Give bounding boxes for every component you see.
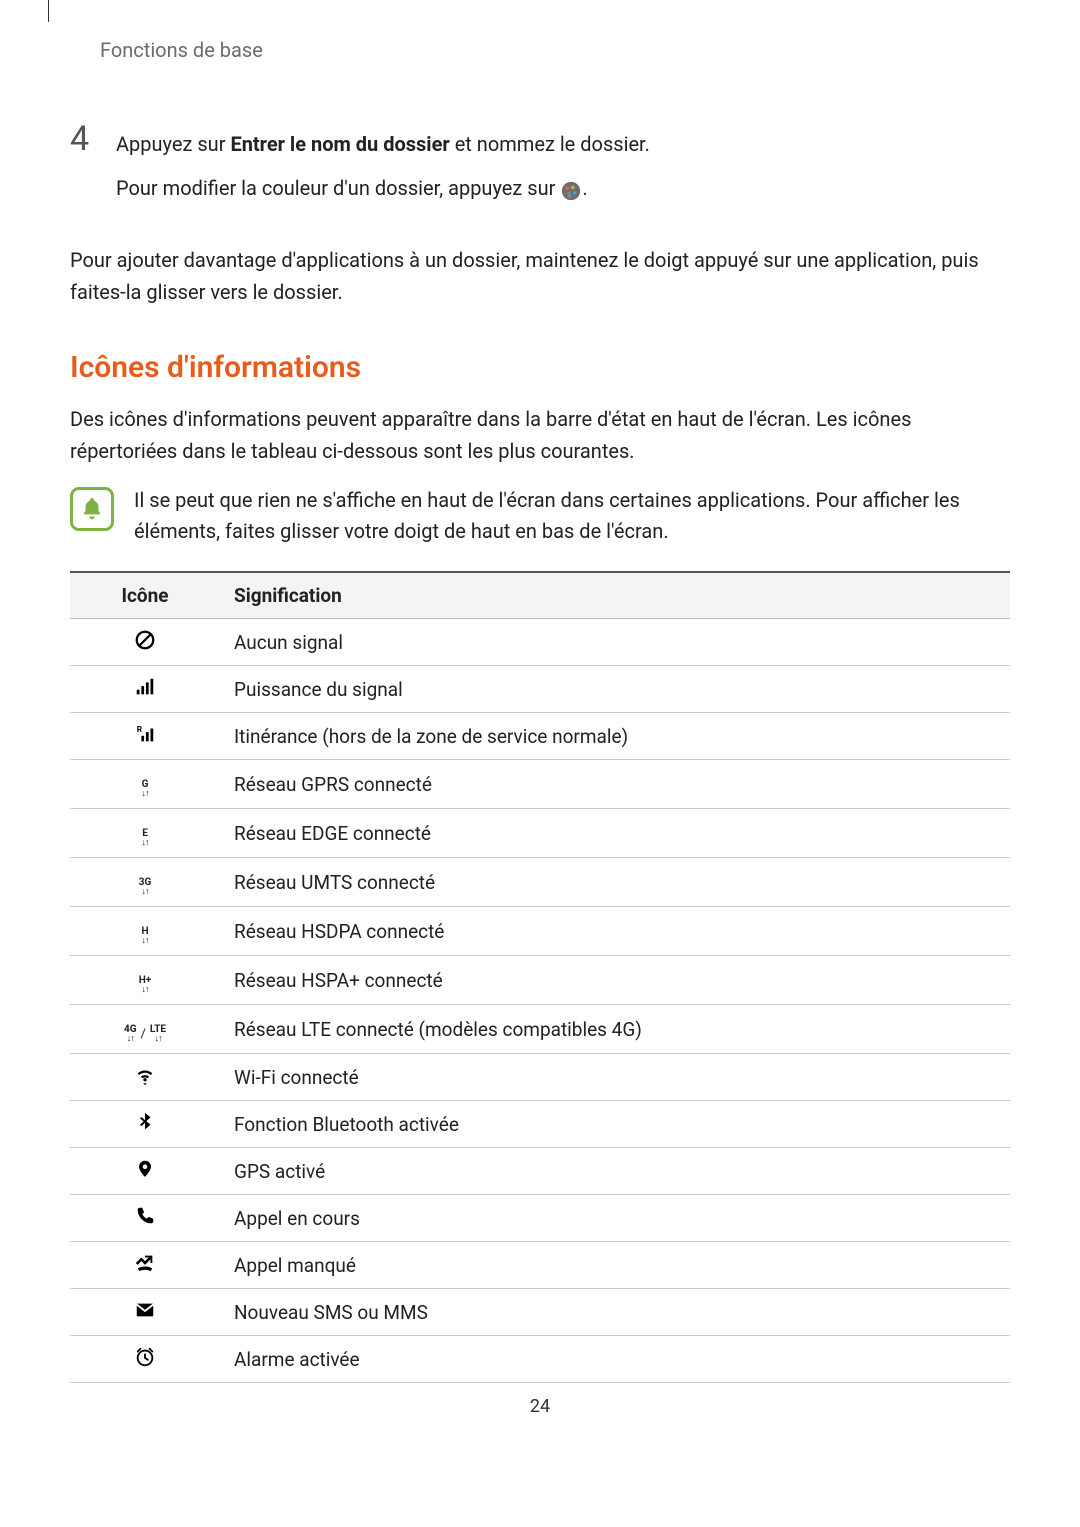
net-Hplus-icon: H+↓↑: [139, 976, 152, 995]
table-row: E↓↑ Réseau EDGE connecté: [70, 809, 1010, 858]
icon-cell: [70, 713, 220, 760]
table-row: Itinérance (hors de la zone de service n…: [70, 713, 1010, 760]
table-row: Appel en cours: [70, 1195, 1010, 1242]
no-signal-icon: [131, 628, 159, 652]
table-header-icon: Icône: [70, 572, 220, 619]
step-sub-prefix: Pour modifier la couleur d'un dossier, a…: [116, 176, 560, 200]
icon-cell: [70, 1054, 220, 1101]
meaning-cell: Alarme activée: [220, 1336, 1010, 1383]
page-tab-mark: [48, 0, 49, 22]
icon-cell: H+↓↑: [70, 956, 220, 1005]
table-row: H↓↑ Réseau HSDPA connecté: [70, 907, 1010, 956]
info-callout: Il se peut que rien ne s'affiche en haut…: [70, 485, 1010, 547]
table-row: H+↓↑ Réseau HSPA+ connecté: [70, 956, 1010, 1005]
icon-cell: [70, 1289, 220, 1336]
icon-cell: [70, 666, 220, 713]
icon-cell: H↓↑: [70, 907, 220, 956]
section-intro: Des icônes d'informations peuvent appara…: [70, 403, 1010, 467]
meaning-cell: Réseau HSPA+ connecté: [220, 956, 1010, 1005]
meaning-cell: Réseau HSDPA connecté: [220, 907, 1010, 956]
step-text-bold: Entrer le nom du dossier: [230, 132, 449, 156]
meaning-cell: Appel en cours: [220, 1195, 1010, 1242]
signal-bars-icon: [131, 675, 159, 699]
bell-icon: [70, 487, 114, 531]
meaning-cell: Réseau UMTS connecté: [220, 858, 1010, 907]
meaning-cell: Puissance du signal: [220, 666, 1010, 713]
meaning-cell: Réseau GPRS connecté: [220, 760, 1010, 809]
icon-cell: G↓↑: [70, 760, 220, 809]
icons-table: Icône Signification Aucun signalPuissanc…: [70, 571, 1010, 1383]
meaning-cell: Nouveau SMS ou MMS: [220, 1289, 1010, 1336]
breadcrumb: Fonctions de base: [100, 38, 1010, 62]
table-row: Wi-Fi connecté: [70, 1054, 1010, 1101]
meaning-cell: Fonction Bluetooth activée: [220, 1101, 1010, 1148]
table-row: 4G↓↑ / LTE↓↑ Réseau LTE connecté (modèles…: [70, 1005, 1010, 1054]
meaning-cell: Appel manqué: [220, 1242, 1010, 1289]
icon-cell: [70, 1148, 220, 1195]
alarm-icon: [131, 1345, 159, 1369]
table-row: Alarme activée: [70, 1336, 1010, 1383]
page-content: Fonctions de base 4 Appuyez sur Entrer l…: [0, 0, 1080, 1383]
page-number: 24: [0, 1396, 1080, 1417]
table-row: G↓↑ Réseau GPRS connecté: [70, 760, 1010, 809]
step-text-prefix: Appuyez sur: [116, 132, 230, 156]
wifi-icon: [131, 1063, 159, 1087]
table-row: Fonction Bluetooth activée: [70, 1101, 1010, 1148]
step-subinstruction: Pour modifier la couleur d'un dossier, a…: [116, 172, 1010, 204]
meaning-cell: Wi-Fi connecté: [220, 1054, 1010, 1101]
meaning-cell: Aucun signal: [220, 619, 1010, 666]
net-E-icon: E↓↑: [142, 829, 149, 848]
icon-cell: 4G↓↑ / LTE↓↑: [70, 1005, 220, 1054]
meaning-cell: Réseau EDGE connecté: [220, 809, 1010, 858]
icon-cell: [70, 1242, 220, 1289]
bluetooth-icon: [131, 1110, 159, 1134]
gps-icon: [131, 1157, 159, 1181]
net-H-icon: H↓↑: [141, 927, 148, 946]
table-row: GPS activé: [70, 1148, 1010, 1195]
callout-text: Il se peut que rien ne s'affiche en haut…: [134, 485, 1010, 547]
step-text-suffix: et nommez le dossier.: [450, 132, 650, 156]
meaning-cell: Itinérance (hors de la zone de service n…: [220, 713, 1010, 760]
table-row: Puissance du signal: [70, 666, 1010, 713]
paragraph-add-apps: Pour ajouter davantage d'applications à …: [70, 244, 1010, 308]
meaning-cell: GPS activé: [220, 1148, 1010, 1195]
icon-cell: [70, 619, 220, 666]
icon-cell: [70, 1336, 220, 1383]
table-header-meaning: Signification: [220, 572, 1010, 619]
missed-call-icon: [131, 1251, 159, 1275]
roaming-icon: [131, 722, 159, 746]
net-G-icon: G↓↑: [142, 780, 149, 799]
section-title-icons: Icônes d'informations: [70, 350, 1010, 385]
icon-cell: 3G↓↑: [70, 858, 220, 907]
step-body: Appuyez sur Entrer le nom du dossier et …: [116, 122, 1010, 204]
meaning-cell: Réseau LTE connecté (modèles compatibles…: [220, 1005, 1010, 1054]
table-row: Appel manqué: [70, 1242, 1010, 1289]
step-sub-suffix: .: [582, 176, 587, 200]
step-4: 4 Appuyez sur Entrer le nom du dossier e…: [70, 122, 1010, 204]
table-row: Aucun signal: [70, 619, 1010, 666]
table-row: 3G↓↑ Réseau UMTS connecté: [70, 858, 1010, 907]
icon-cell: E↓↑: [70, 809, 220, 858]
icon-cell: [70, 1195, 220, 1242]
palette-icon: [560, 179, 582, 201]
table-row: Nouveau SMS ou MMS: [70, 1289, 1010, 1336]
sms-icon: [131, 1298, 159, 1322]
icon-cell: [70, 1101, 220, 1148]
net-4g-lte-icon: 4G↓↑ / LTE↓↑: [124, 1025, 166, 1044]
step-number: 4: [70, 122, 98, 156]
call-icon: [131, 1204, 159, 1228]
step-instruction: Appuyez sur Entrer le nom du dossier et …: [116, 128, 1010, 160]
net-3G-icon: 3G↓↑: [139, 878, 152, 897]
